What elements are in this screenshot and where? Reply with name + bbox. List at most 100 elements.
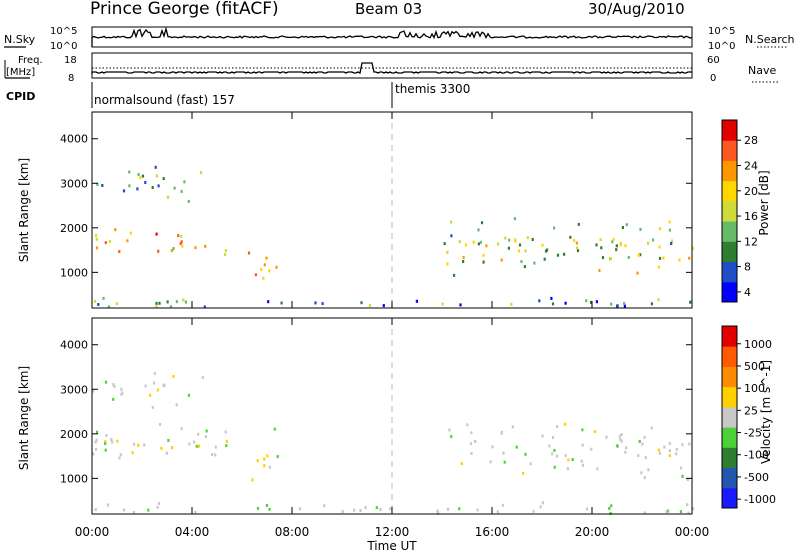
data-cell — [566, 467, 569, 471]
data-cell — [104, 448, 107, 452]
freq-right-tick-bottom: 0 — [710, 73, 716, 84]
data-cell — [132, 511, 135, 514]
data-cell — [514, 238, 517, 242]
data-cell — [265, 256, 268, 260]
data-cell — [477, 242, 480, 246]
data-cell — [107, 503, 110, 507]
data-cell — [496, 510, 499, 514]
data-cell — [573, 239, 576, 242]
data-cell — [166, 195, 170, 199]
data-cell — [118, 250, 121, 254]
data-cell — [691, 507, 695, 511]
data-cell — [116, 439, 119, 443]
data-cell — [665, 510, 668, 514]
beam-label: Beam 03 — [355, 0, 422, 18]
data-cell — [169, 305, 172, 309]
data-cell — [636, 271, 639, 275]
data-cell — [620, 439, 623, 443]
data-cell — [203, 305, 206, 309]
data-cell — [462, 259, 465, 263]
data-cell — [139, 176, 142, 180]
data-cell — [458, 240, 461, 244]
data-cell — [522, 471, 525, 475]
data-cell — [204, 244, 207, 248]
data-cell — [611, 240, 614, 244]
data-cell — [266, 454, 269, 458]
data-cell — [180, 189, 183, 193]
data-cell — [624, 244, 627, 248]
data-cell — [441, 302, 444, 306]
data-cell — [466, 423, 469, 427]
data-cell — [224, 430, 227, 434]
data-cell — [359, 509, 362, 512]
data-cell — [182, 298, 185, 302]
noise-left-tick-top: 10^5 — [50, 26, 77, 37]
data-cell — [650, 302, 653, 306]
data-cell — [520, 260, 523, 264]
power-colorbar-label: Power [dB] — [757, 170, 771, 235]
data-cell — [541, 434, 544, 438]
data-cell — [638, 439, 641, 443]
colorbar-swatch — [722, 467, 737, 489]
data-cell — [152, 381, 156, 385]
colorbar-tick-label: 28 — [744, 134, 758, 147]
data-cell — [151, 405, 154, 409]
data-cell — [157, 502, 161, 505]
data-cell — [462, 255, 465, 259]
data-cell — [670, 242, 673, 245]
data-cell — [93, 299, 97, 303]
data-cell — [321, 302, 324, 306]
data-cell — [104, 442, 107, 446]
data-cell — [563, 252, 566, 256]
data-cell — [641, 442, 644, 446]
data-cell — [553, 226, 556, 230]
data-cell — [180, 427, 183, 431]
data-cell — [104, 380, 108, 384]
data-cell — [162, 177, 165, 181]
y-tick-label: 3000 — [60, 383, 88, 396]
data-cell — [533, 261, 536, 265]
data-cell — [472, 240, 475, 244]
data-cell — [144, 384, 147, 388]
data-cell — [610, 302, 613, 306]
data-cell — [115, 302, 118, 306]
data-cell — [159, 423, 162, 426]
data-cell — [658, 245, 661, 249]
data-cell — [643, 476, 646, 480]
data-cell — [564, 422, 567, 426]
colorbar-tick-label: 24 — [744, 160, 758, 173]
data-cell — [263, 263, 266, 267]
data-cell — [205, 429, 208, 433]
noise-left-label: N.Sky — [4, 33, 36, 46]
data-cell — [155, 232, 158, 236]
data-cell — [341, 510, 344, 514]
data-cell — [126, 239, 129, 243]
colorbar-tick-label: 1000 — [744, 338, 772, 351]
data-cell — [104, 241, 107, 245]
data-cell — [446, 507, 450, 511]
data-cell — [639, 227, 642, 231]
data-cell — [225, 444, 228, 448]
colorbar-swatch — [722, 221, 737, 242]
data-cell — [128, 184, 131, 188]
data-cell — [637, 454, 640, 458]
data-cell — [108, 239, 111, 243]
x-tick-label: 12:00 — [375, 525, 410, 539]
y-tick-label: 4000 — [60, 133, 88, 146]
data-cell — [524, 249, 527, 253]
x-tick-label: 20:00 — [575, 525, 610, 539]
data-cell — [94, 447, 98, 451]
data-cell — [323, 504, 326, 508]
data-cell — [155, 305, 158, 309]
data-cell — [668, 454, 671, 458]
data-cell — [260, 268, 263, 271]
data-cell — [523, 265, 526, 269]
colorbar-swatch — [722, 346, 737, 367]
colorbar-frame — [721, 119, 738, 303]
data-cell — [128, 170, 131, 174]
data-cell — [166, 300, 169, 304]
data-cell — [643, 435, 646, 439]
colorbar-tick-label: -25 — [744, 427, 762, 440]
data-cell — [666, 509, 670, 513]
